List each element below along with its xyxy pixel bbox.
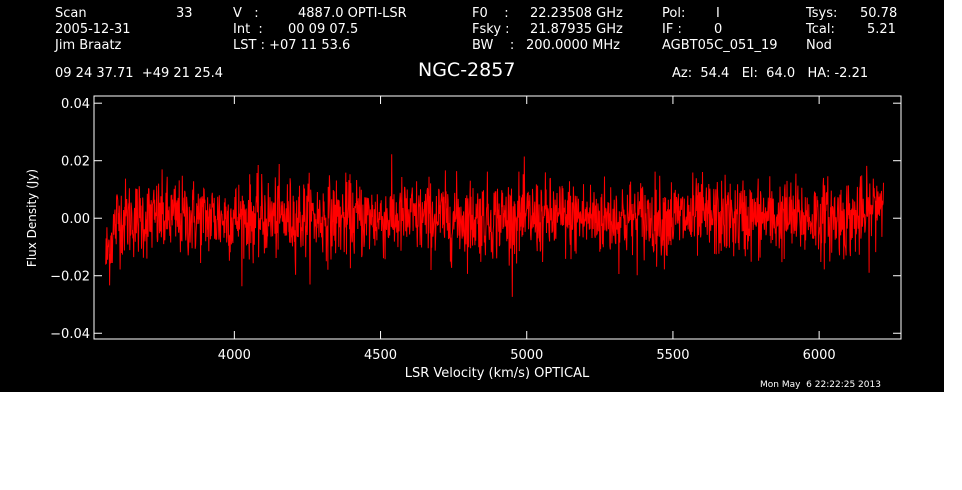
tcal-label: Tcal: <box>806 22 835 37</box>
object-name: NGC-2857 <box>418 59 516 81</box>
spectrum-trace <box>105 154 884 297</box>
integration-value: 00 09 07.5 <box>288 22 359 37</box>
bandwidth-value: 200.0000 MHz <box>526 38 620 53</box>
observing-mode: Nod <box>806 38 832 53</box>
bandwidth-label: BW : <box>472 38 515 53</box>
velocity-value: 4887.0 OPTI-LSR <box>298 6 407 21</box>
observer-name: Jim Braatz <box>55 38 122 53</box>
source-coordinates: 09 24 37.71 +49 21 25.4 <box>55 66 224 81</box>
y-tick-label: 0.04 <box>61 97 90 112</box>
tcal-value: 5.21 <box>867 22 896 37</box>
fsky-value: 21.87935 GHz <box>530 22 623 37</box>
date-text: 2005-12-31 <box>55 22 131 37</box>
scan-label: Scan <box>55 6 87 21</box>
plot-timestamp: Mon May 6 22:22:25 2013 <box>760 380 881 390</box>
velocity-label: V : <box>233 6 259 21</box>
x-axis-label: LSR Velocity (km/s) OPTICAL <box>405 366 590 381</box>
x-tick-label: 4500 <box>364 348 397 363</box>
fsky-label: Fsky : <box>472 22 510 37</box>
pol-label: Pol: <box>662 6 686 21</box>
f0-value: 22.23508 GHz <box>530 6 623 21</box>
x-tick-label: 4000 <box>218 348 251 363</box>
scan-number: 33 <box>176 6 193 21</box>
lst-text: LST : +07 11 53.6 <box>233 38 351 53</box>
tsys-label: Tsys: <box>806 6 838 21</box>
y-tick-label: 0.00 <box>61 212 90 227</box>
f0-label: F0 : <box>472 6 509 21</box>
az-el-ha-readout: Az: 54.4 El: 64.0 HA: -2.21 <box>672 66 869 81</box>
y-tick-label: −0.02 <box>50 270 90 285</box>
tsys-value: 50.78 <box>860 6 898 21</box>
x-tick-label: 5000 <box>510 348 543 363</box>
plot-frame <box>93 95 902 340</box>
x-tick-label: 5500 <box>656 348 689 363</box>
y-axis-label: Flux Density (Jy) <box>25 169 39 267</box>
spectrum-chart: −0.04 −0.02 0.00 0.02 0.04 4000 4500 5000 5500 6… <box>25 95 902 381</box>
project-id: AGBT05C_051_19 <box>662 38 778 53</box>
if-label: IF : <box>662 22 682 37</box>
if-value: 0 <box>714 22 723 37</box>
integration-label: Int : <box>233 22 263 37</box>
y-tick-label: 0.02 <box>61 155 90 170</box>
y-tick-label: −0.04 <box>50 327 90 342</box>
x-tick-label: 6000 <box>803 348 836 363</box>
pol-value: I <box>716 6 720 21</box>
